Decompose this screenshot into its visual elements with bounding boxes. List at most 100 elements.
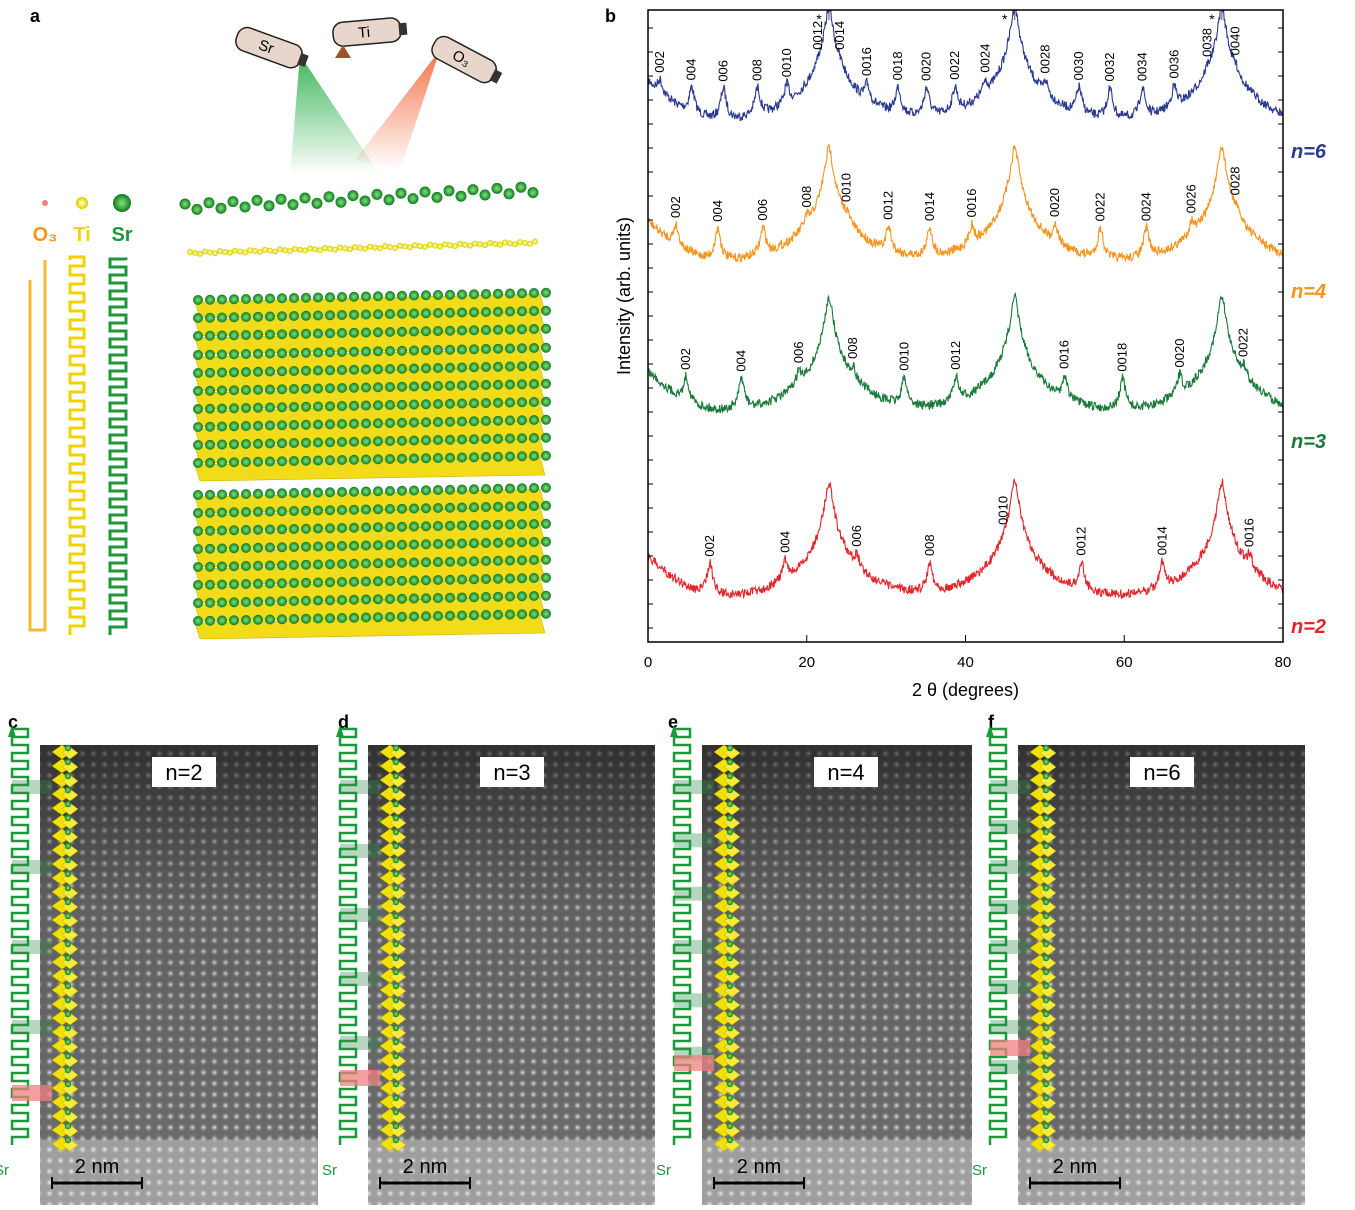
sr-atom: [445, 453, 455, 463]
sr-atom: [277, 614, 287, 624]
sr-atom: [517, 591, 527, 601]
sr-atom: [457, 399, 467, 409]
panel-title: n=3: [493, 760, 530, 785]
sr-atom: [265, 457, 275, 467]
sr-atom: [505, 398, 515, 408]
layer-marker: [340, 780, 380, 794]
sr-atom: [337, 419, 347, 429]
sr-atom: [433, 363, 443, 373]
sr-atom: [433, 326, 443, 336]
sr-atom: [241, 507, 251, 517]
sr-atom: [385, 309, 395, 319]
sr-atom: [313, 542, 323, 552]
sr-atom: [313, 293, 323, 303]
sr-atom: [361, 365, 371, 375]
sr-atom: [193, 508, 203, 518]
sr-atom: [517, 415, 527, 425]
sr-atom: [541, 306, 551, 316]
sr-atom: [65, 913, 71, 919]
sr-atom: [1043, 983, 1049, 989]
sr-atom: [529, 306, 539, 316]
layer-marker: [990, 900, 1030, 914]
sr-atom: [276, 194, 287, 205]
sr-atom: [385, 594, 395, 604]
sr-atom: [409, 291, 419, 301]
sr-atom: [393, 1053, 399, 1059]
sr-atom: [1043, 1053, 1049, 1059]
sr-atom: [457, 611, 467, 621]
ti-atom: [267, 248, 273, 254]
sr-atom: [265, 615, 275, 625]
sr-atom: [393, 745, 399, 751]
sr-atom: [393, 1025, 399, 1031]
layer-marker: [990, 780, 1030, 794]
sr-atom: [385, 382, 395, 392]
sr-atom: [505, 502, 515, 512]
sr-atom: [337, 455, 347, 465]
sr-atom: [433, 417, 443, 427]
sr-atom: [301, 596, 311, 606]
sr-atom: [205, 422, 215, 432]
sr-atom: [445, 435, 455, 445]
sr-atom: [409, 576, 419, 586]
sr-atom: [325, 292, 335, 302]
ti-atom: [532, 239, 538, 245]
sr-atom: [325, 559, 335, 569]
sr-atom: [396, 188, 407, 199]
peak-label: 0024: [1138, 192, 1153, 221]
sr-atom: [727, 773, 733, 779]
sr-atom: [193, 598, 203, 608]
stem-shading: [40, 745, 318, 1205]
sr-atom: [1043, 1025, 1049, 1031]
sr-atom: [1043, 787, 1049, 793]
sr-atom: [229, 489, 239, 499]
sr-atom: [433, 435, 443, 445]
sr-atom: [385, 558, 395, 568]
ti-atom: [352, 244, 358, 250]
sr-atom: [493, 344, 503, 354]
sr-atom: [397, 436, 407, 446]
sr-atom: [217, 526, 227, 536]
sr-atom: [421, 521, 431, 531]
sr-atom: [468, 184, 479, 195]
sr-atom: [457, 593, 467, 603]
sr-atom: [65, 815, 71, 821]
ti-atom: [462, 242, 468, 248]
sr-atom: [481, 592, 491, 602]
sr-atom: [541, 451, 551, 461]
sr-atom: [193, 422, 203, 432]
x-tick-label: 40: [957, 654, 974, 671]
sr-atom: [337, 347, 347, 357]
sr-atom: [65, 1067, 71, 1073]
layer-marker: [12, 780, 52, 794]
sr-atom: [457, 557, 467, 567]
sr-atom: [205, 368, 215, 378]
sr-atom: [385, 612, 395, 622]
ti-atom: [307, 245, 313, 251]
sr-atom: [433, 557, 443, 567]
sr-atom: [253, 561, 263, 571]
sr-atom: [1043, 843, 1049, 849]
sr-atom: [469, 484, 479, 494]
sr-atom: [409, 594, 419, 604]
sr-atom: [409, 346, 419, 356]
sr-atom: [325, 419, 335, 429]
peak-label: 006: [715, 60, 730, 82]
sr-atom: [193, 490, 203, 500]
sr-atom: [393, 899, 399, 905]
ti-atom: [292, 246, 298, 252]
sr-atom: [385, 576, 395, 586]
panel-title: n=6: [1143, 760, 1180, 785]
sr-atom: [421, 345, 431, 355]
sr-atom: [457, 326, 467, 336]
sr-atom: [253, 457, 263, 467]
sr-atom: [505, 380, 515, 390]
sr-atom: [180, 199, 191, 210]
sr-atom: [517, 288, 527, 298]
substrate-marker: [340, 1070, 380, 1086]
sr-atom: [445, 557, 455, 567]
sr-atom: [205, 580, 215, 590]
peak-label: 0016: [964, 188, 979, 217]
sr-atom: [337, 487, 347, 497]
sr-atom: [289, 456, 299, 466]
